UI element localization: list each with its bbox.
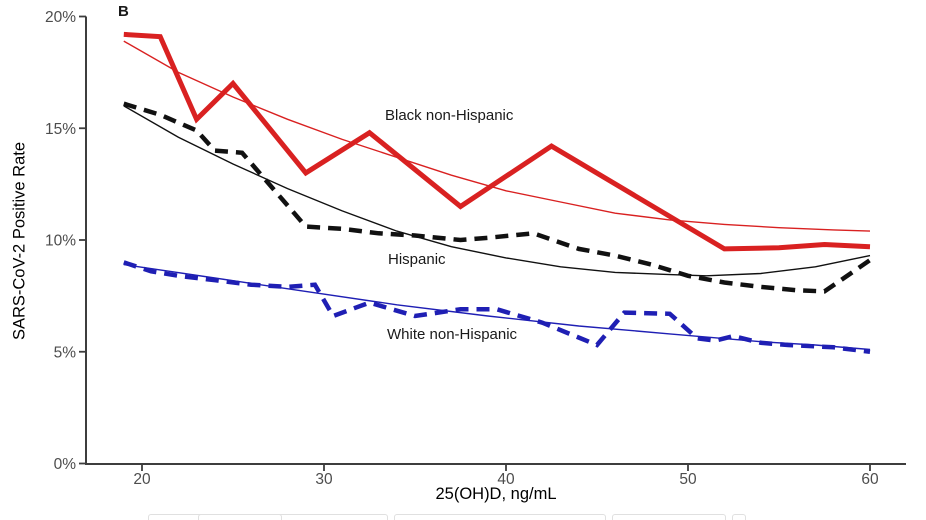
cropped-table-cell <box>394 514 606 520</box>
annotation-white-non-hispanic: White non-Hispanic <box>387 326 518 343</box>
y-tick-label: 10% <box>45 233 76 250</box>
y-axis-title: SARS-CoV-2 Positive Rate <box>10 141 29 341</box>
panel-label: B <box>118 3 129 20</box>
annotation-black-non-hispanic: Black non-Hispanic <box>385 107 514 124</box>
y-tick-label: 20% <box>45 9 76 26</box>
cropped-table-cell <box>612 514 726 520</box>
y-tick-label: 0% <box>54 456 77 473</box>
annotation-hispanic: Hispanic <box>388 251 446 268</box>
x-tick-label: 20 <box>133 471 151 488</box>
y-tick-label: 15% <box>45 121 76 138</box>
cropped-table-edge <box>148 514 748 520</box>
cropped-table-cell <box>732 514 746 520</box>
x-tick-label: 50 <box>679 471 697 488</box>
cropped-table-cell-shadow <box>198 514 282 520</box>
y-tick-label: 5% <box>54 344 77 361</box>
series-white-non-hispanic <box>123 260 871 355</box>
x-tick-label: 40 <box>497 471 515 488</box>
series-black-non-hispanic-trend <box>123 40 871 232</box>
series-hispanic-trend <box>123 105 871 277</box>
x-tick-label: 60 <box>861 471 879 488</box>
series-black-non-hispanic <box>123 31 871 252</box>
series-hispanic <box>123 101 872 294</box>
x-axis-title: 25(OH)D, ng/mL <box>435 485 557 503</box>
series-white-non-hispanic-trend <box>123 263 871 351</box>
x-tick-label: 30 <box>315 471 333 488</box>
